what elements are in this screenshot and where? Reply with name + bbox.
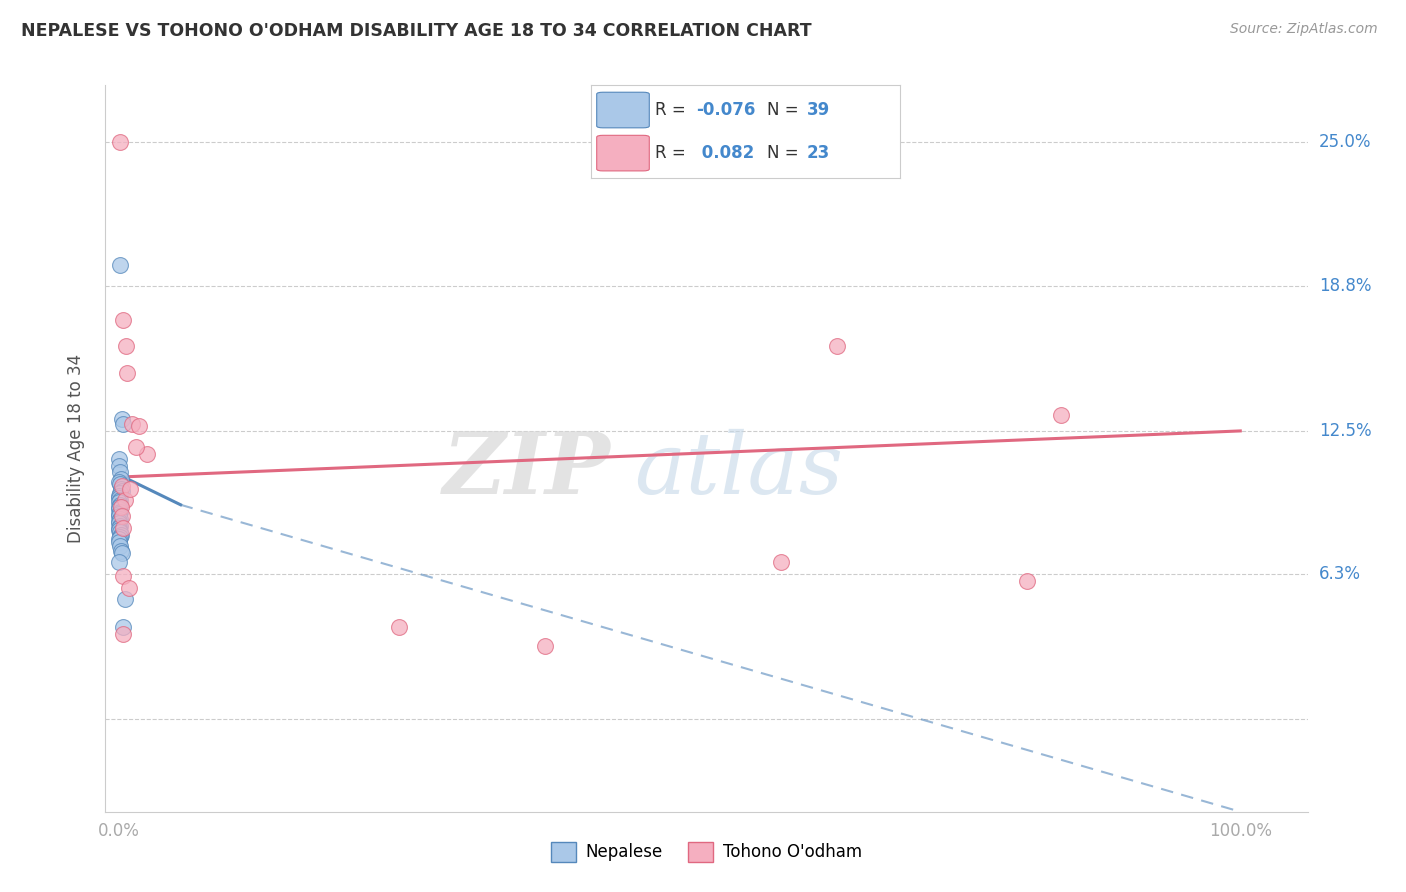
- Point: [534, 639, 557, 653]
- Point: [108, 491, 131, 505]
- Point: [108, 539, 131, 553]
- Text: 18.8%: 18.8%: [1319, 277, 1371, 294]
- Text: 25.0%: 25.0%: [1319, 134, 1371, 152]
- Text: ZIP: ZIP: [443, 428, 610, 512]
- Point: [110, 500, 132, 514]
- Point: [825, 338, 848, 352]
- Point: [112, 417, 135, 431]
- Point: [108, 477, 131, 491]
- Point: [108, 530, 131, 544]
- Point: [110, 482, 132, 496]
- Point: [115, 366, 138, 380]
- Point: [108, 521, 131, 535]
- Point: [112, 627, 135, 641]
- Point: [112, 569, 135, 583]
- Point: [111, 412, 134, 426]
- Point: [121, 417, 143, 431]
- Text: 12.5%: 12.5%: [1319, 422, 1371, 440]
- Text: R =: R =: [655, 145, 692, 162]
- Point: [110, 528, 132, 542]
- Point: [120, 482, 142, 496]
- FancyBboxPatch shape: [596, 92, 650, 128]
- Point: [108, 556, 131, 570]
- Text: N =: N =: [766, 101, 804, 119]
- Point: [108, 486, 131, 500]
- Point: [111, 483, 134, 498]
- Point: [111, 509, 134, 524]
- Point: [108, 509, 131, 524]
- Point: [1050, 408, 1073, 422]
- Text: 6.3%: 6.3%: [1319, 565, 1361, 583]
- Point: [388, 620, 411, 634]
- Point: [108, 475, 131, 489]
- Text: NEPALESE VS TOHONO O'ODHAM DISABILITY AGE 18 TO 34 CORRELATION CHART: NEPALESE VS TOHONO O'ODHAM DISABILITY AG…: [21, 22, 811, 40]
- Text: N =: N =: [766, 145, 804, 162]
- Point: [108, 534, 131, 549]
- Point: [1017, 574, 1039, 588]
- Text: Source: ZipAtlas.com: Source: ZipAtlas.com: [1230, 22, 1378, 37]
- Point: [110, 472, 132, 486]
- Point: [114, 338, 136, 352]
- Text: R =: R =: [655, 101, 692, 119]
- Y-axis label: Disability Age 18 to 34: Disability Age 18 to 34: [66, 353, 84, 543]
- Point: [108, 458, 131, 473]
- Text: 23: 23: [807, 145, 831, 162]
- Point: [108, 493, 131, 508]
- Point: [108, 451, 131, 466]
- Point: [108, 514, 131, 528]
- Point: [128, 419, 150, 434]
- Point: [136, 447, 159, 461]
- Point: [112, 521, 135, 535]
- Point: [108, 136, 131, 150]
- Point: [111, 546, 134, 560]
- Point: [110, 544, 132, 558]
- Point: [114, 493, 136, 508]
- Point: [108, 511, 131, 525]
- Text: 0.082: 0.082: [696, 145, 754, 162]
- Point: [108, 495, 131, 509]
- Point: [114, 592, 136, 607]
- Legend: Nepalese, Tohono O'odham: Nepalese, Tohono O'odham: [544, 835, 869, 869]
- Point: [108, 466, 131, 480]
- Point: [108, 516, 131, 531]
- Point: [108, 525, 131, 540]
- Point: [108, 500, 131, 514]
- Point: [108, 489, 131, 503]
- Point: [108, 518, 131, 533]
- Point: [108, 533, 131, 547]
- Point: [108, 505, 131, 519]
- Point: [769, 556, 792, 570]
- Point: [108, 498, 131, 512]
- Point: [108, 523, 131, 537]
- Text: -0.076: -0.076: [696, 101, 755, 119]
- Point: [108, 502, 131, 516]
- Text: atlas: atlas: [634, 429, 844, 511]
- Point: [111, 479, 134, 493]
- Point: [112, 313, 135, 327]
- Point: [108, 258, 131, 272]
- Text: 39: 39: [807, 101, 831, 119]
- FancyBboxPatch shape: [596, 136, 650, 171]
- Point: [112, 620, 135, 634]
- Point: [118, 581, 141, 595]
- Point: [125, 440, 148, 454]
- Point: [108, 507, 131, 521]
